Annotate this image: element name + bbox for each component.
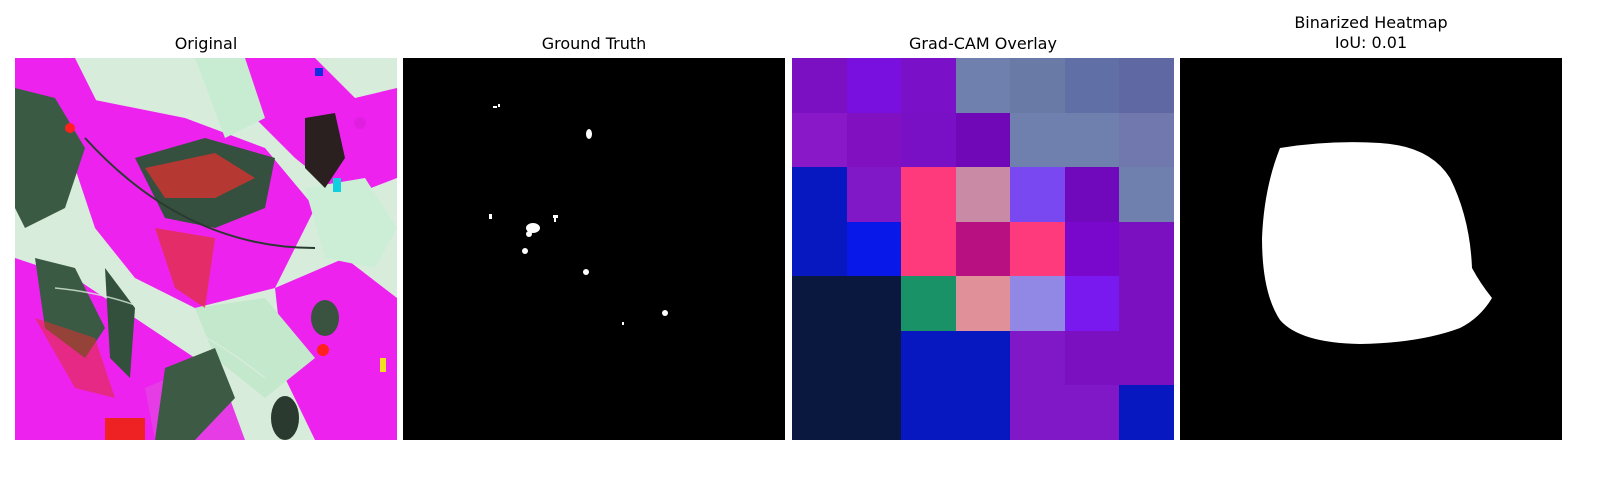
panel-title: Ground Truth: [541, 34, 647, 53]
binarized-heatmap-mask: [1180, 58, 1562, 440]
panel-title-text: Binarized Heatmap: [1294, 13, 1448, 32]
gradcam-cell: [1065, 331, 1119, 385]
gradcam-cell: [901, 113, 956, 167]
gradcam-cell: [792, 276, 847, 331]
gradcam-cell: [1065, 167, 1119, 222]
gradcam-cell: [847, 58, 901, 113]
gradcam-cell: [1010, 276, 1065, 331]
panel-title: Original: [174, 34, 238, 53]
gradcam-cell: [1010, 222, 1065, 276]
gradcam-cell: [956, 331, 1010, 385]
gradcam-cell: [956, 113, 1010, 167]
gradcam-heatmap-overlay: [792, 58, 1174, 440]
gradcam-cell: [792, 113, 847, 167]
gradcam-cell: [1119, 276, 1174, 331]
gradcam-cell: [901, 167, 956, 222]
gradcam-cell: [847, 276, 901, 331]
gradcam-cell: [901, 276, 956, 331]
ground-truth-mask: [403, 58, 785, 440]
gradcam-cell: [847, 331, 901, 385]
gradcam-cell: [1119, 58, 1174, 113]
gradcam-cell: [792, 331, 847, 385]
gradcam-cell: [1065, 276, 1119, 331]
iou-score: IoU: 0.01: [1334, 33, 1408, 52]
gradcam-cell: [901, 222, 956, 276]
gradcam-cell: [956, 222, 1010, 276]
gradcam-cell: [1010, 331, 1065, 385]
gradcam-cell: [1010, 113, 1065, 167]
gradcam-cell: [1119, 222, 1174, 276]
gradcam-cell: [847, 113, 901, 167]
gradcam-cell: [792, 385, 847, 440]
gradcam-cell: [1010, 58, 1065, 113]
gradcam-cell: [1065, 113, 1119, 167]
gradcam-cell: [956, 276, 1010, 331]
gradcam-cell: [901, 385, 956, 440]
gradcam-cell: [1065, 385, 1119, 440]
gradcam-cell: [1065, 222, 1119, 276]
gradcam-cell: [1119, 113, 1174, 167]
panel-ground-truth: Ground Truth: [403, 0, 785, 442]
panel-binarized-heatmap: Binarized Heatmap IoU: 0.01: [1180, 0, 1562, 442]
gradcam-cell: [901, 331, 956, 385]
gradcam-cell: [956, 167, 1010, 222]
gradcam-cell: [792, 222, 847, 276]
gradcam-cell: [956, 58, 1010, 113]
gradcam-cell: [1119, 167, 1174, 222]
gradcam-cell: [901, 58, 956, 113]
gradcam-cell: [956, 385, 1010, 440]
panel-gradcam-overlay: Grad-CAM Overlay: [792, 0, 1174, 442]
panel-title: Grad-CAM Overlay: [909, 34, 1057, 53]
gradcam-cell: [1065, 58, 1119, 113]
gradcam-cell: [847, 167, 901, 222]
original-image: [15, 58, 397, 440]
gradcam-cell: [792, 167, 847, 222]
panel-original: Original: [15, 0, 397, 442]
panel-title: Binarized Heatmap IoU: 0.01: [1180, 13, 1562, 53]
gradcam-cell: [1010, 385, 1065, 440]
gradcam-cell: [847, 222, 901, 276]
gradcam-cell: [1119, 331, 1174, 385]
gradcam-cell: [792, 58, 847, 113]
gradcam-cell: [847, 385, 901, 440]
gradcam-cell: [1010, 167, 1065, 222]
gradcam-cell: [1119, 385, 1174, 440]
